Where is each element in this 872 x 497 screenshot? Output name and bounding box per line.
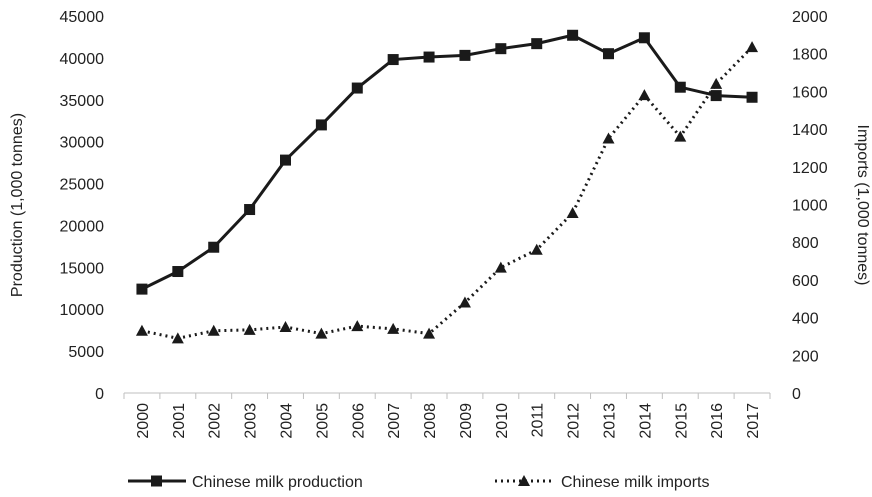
left-tick-label: 10000: [60, 302, 105, 319]
x-tick-label: 2008: [422, 403, 439, 439]
production-point: [495, 43, 507, 55]
left-axis-title: Production (1,000 tonnes): [9, 113, 26, 297]
x-tick-label: 2007: [386, 403, 403, 439]
left-tick-label: 0: [95, 386, 104, 403]
x-tick-label: 2002: [207, 403, 224, 439]
imports-point: [135, 324, 148, 336]
right-tick-label: 1000: [792, 198, 828, 215]
x-tick-label: 2014: [637, 403, 654, 439]
production-point: [423, 51, 435, 63]
x-tick-label: 2013: [602, 403, 619, 439]
x-tick-label: 2010: [494, 403, 511, 439]
production-point: [674, 81, 686, 93]
imports-point: [566, 206, 579, 218]
imports-point: [746, 41, 759, 53]
left-tick-label: 35000: [60, 93, 105, 110]
right-axis-ticks: 0 200 400 600 800 1000 1200 1400 1600 1800 2000: [792, 9, 828, 403]
production-point: [459, 49, 471, 61]
legend-imports-marker: [518, 475, 530, 486]
right-tick-label: 1800: [792, 47, 828, 64]
x-tick-label: 2000: [135, 403, 152, 439]
production-point: [746, 91, 758, 103]
production-point: [710, 90, 722, 102]
legend-production-label: Chinese milk production: [192, 474, 363, 491]
production-point: [603, 48, 614, 60]
left-tick-label: 40000: [60, 51, 105, 68]
production-point: [531, 38, 543, 50]
x-tick-label: 2017: [745, 403, 762, 439]
x-tick-label: 2011: [530, 403, 547, 438]
imports-point: [494, 261, 507, 273]
imports-point: [423, 327, 436, 339]
x-tick-label: 2015: [673, 403, 690, 439]
left-tick-label: 5000: [68, 344, 104, 361]
x-axis: 2000 2001 2002 2003 2004 2005 2006 2007 2008 2009…: [123, 392, 771, 439]
right-tick-label: 1600: [792, 84, 828, 101]
right-tick-label: 400: [792, 311, 819, 328]
series-layer: [135, 29, 759, 344]
production-point: [244, 204, 256, 216]
imports-point: [674, 130, 687, 142]
imports-point: [207, 324, 220, 336]
left-tick-label: 30000: [60, 135, 105, 152]
legend-production-marker: [151, 475, 162, 487]
right-tick-label: 800: [792, 235, 819, 252]
production-point: [315, 119, 327, 131]
left-tick-label: 20000: [60, 218, 105, 235]
imports-point: [279, 321, 292, 333]
imports-point: [171, 332, 184, 344]
imports-point: [351, 320, 364, 332]
production-point: [172, 266, 184, 278]
right-tick-label: 200: [792, 348, 819, 365]
production-point: [567, 29, 579, 41]
imports-point: [315, 327, 328, 339]
production-point: [136, 283, 148, 295]
production-point: [638, 32, 650, 44]
legend-item-production: Chinese milk production: [128, 474, 363, 491]
imports-point: [458, 296, 471, 308]
production-point: [280, 154, 291, 166]
imports-point: [710, 77, 723, 89]
left-tick-label: 15000: [60, 260, 105, 277]
x-tick-label: 2001: [171, 403, 188, 439]
imports-line: [141, 46, 754, 340]
right-tick-label: 2000: [792, 9, 828, 26]
x-tick-label: 2005: [314, 403, 331, 439]
x-tick-label: 2009: [458, 403, 475, 439]
left-tick-label: 45000: [60, 9, 105, 26]
imports-point: [243, 323, 256, 335]
right-tick-label: 1200: [792, 160, 828, 177]
legend-item-imports: Chinese milk imports: [495, 474, 709, 491]
right-axis-title: Imports (1,000 tonnes): [854, 125, 871, 286]
right-tick-label: 600: [792, 273, 819, 290]
right-tick-label: 1400: [792, 122, 828, 139]
right-tick-label: 0: [792, 386, 801, 403]
production-point: [387, 54, 399, 66]
production-line: [141, 33, 753, 291]
imports-point: [638, 89, 651, 101]
x-tick-label: 2006: [350, 403, 367, 439]
legend-imports-label: Chinese milk imports: [561, 474, 709, 491]
x-tick-label: 2004: [279, 403, 296, 439]
x-tick-label: 2003: [243, 403, 260, 439]
x-tick-label: 2016: [709, 403, 726, 439]
production-point: [208, 241, 220, 253]
left-axis-ticks: 0 5000 10000 15000 20000 25000 30000 35000 40000…: [60, 9, 105, 403]
imports-point: [530, 243, 543, 255]
legend: Chinese milk production Chinese milk imp…: [128, 474, 709, 491]
production-point: [351, 82, 363, 94]
imports-point: [602, 132, 615, 144]
x-tick-label: 2012: [566, 403, 583, 439]
imports-point: [387, 322, 400, 334]
left-tick-label: 25000: [60, 177, 105, 194]
